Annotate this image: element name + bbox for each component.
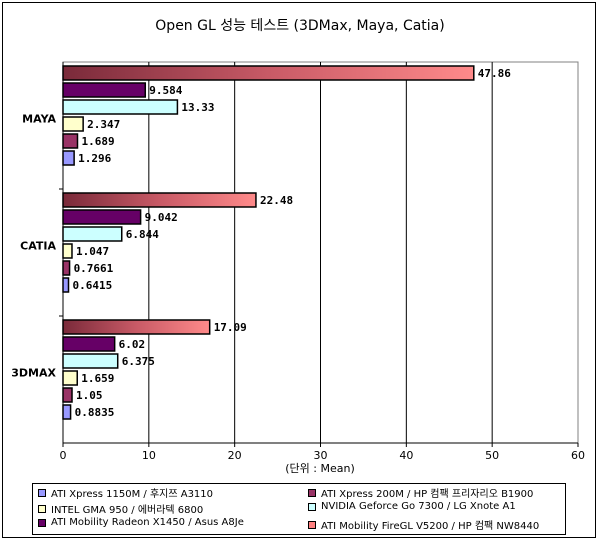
category-labels-layer: MAYA CATIA 3DMAX <box>11 113 56 380</box>
x-tick-label: 40 <box>399 449 413 462</box>
bar-value-label: 1.05 <box>76 389 103 402</box>
x-axis-label: (단위 : Mean) <box>285 462 355 475</box>
value-labels-layer: 47.86 9.584 13.33 2.347 1.689 1.296 22.48 9.042… <box>73 67 512 419</box>
legend-label: ATI Mobility FireGL V5200 / HP 컴팩 NW8440 <box>321 521 540 532</box>
legend-item: ATI Mobility FireGL V5200 / HP 컴팩 NW8440 <box>308 517 539 532</box>
bar <box>62 319 211 335</box>
bar <box>62 336 116 352</box>
legend-label: ATI Xpress 1150M / 후지쯔 A3110 <box>51 489 214 500</box>
bar-value-label: 22.48 <box>260 194 293 207</box>
bar <box>62 243 73 259</box>
bar <box>62 99 179 115</box>
x-tick-label: 10 <box>142 449 156 462</box>
bar <box>62 116 84 132</box>
bar-value-label: 1.047 <box>76 245 109 258</box>
x-tick-label: 60 <box>571 449 585 462</box>
category-label: 3DMAX <box>11 367 56 380</box>
bar <box>62 404 72 420</box>
x-tick-label: 50 <box>485 449 499 462</box>
bar-value-label: 1.689 <box>81 135 114 148</box>
bar <box>62 370 78 386</box>
legend-label: ATI Xpress 200M / HP 컴팩 프리자리오 B1900 <box>321 489 534 500</box>
legend-swatch <box>308 502 316 511</box>
bar-value-label: 2.347 <box>87 118 120 131</box>
legend-swatch <box>308 488 316 497</box>
legend-item: INTEL GMA 950 / 에버라텍 6800 <box>38 501 203 516</box>
legend-item: NVIDIA Geforce Go 7300 / LG Xnote A1 <box>308 501 516 512</box>
bar <box>62 277 70 293</box>
legend-item: ATI Mobility Radeon X1450 / Asus A8Je <box>38 517 244 528</box>
legend-label: ATI Mobility Radeon X1450 / Asus A8Je <box>51 517 244 528</box>
legend-swatch <box>308 520 316 529</box>
bar-value-label: 0.8835 <box>75 406 115 419</box>
legend-item: ATI Xpress 1150M / 후지쯔 A3110 <box>38 485 213 500</box>
bar-value-label: 0.6415 <box>73 279 113 292</box>
bar <box>62 260 71 276</box>
legend-item: ATI Xpress 200M / HP 컴팩 프리자리오 B1900 <box>308 485 533 500</box>
legend-label: NVIDIA Geforce Go 7300 / LG Xnote A1 <box>321 501 516 512</box>
bar-value-label: 6.375 <box>122 355 155 368</box>
bar-value-label: 0.7661 <box>74 262 114 275</box>
bar-value-label: 17.09 <box>214 321 247 334</box>
bar <box>62 353 119 369</box>
chart-title: Open GL 성능 테스트 (3DMax, Maya, Catia) <box>155 18 444 34</box>
x-tick-label: 20 <box>228 449 242 462</box>
legend-swatch <box>38 504 46 513</box>
bars-layer <box>62 65 475 420</box>
bar-value-label: 6.02 <box>119 338 145 351</box>
bar <box>62 192 257 208</box>
bar <box>62 133 79 149</box>
bar-value-label: 1.659 <box>81 372 114 385</box>
x-tick-label: 30 <box>314 449 328 462</box>
bar <box>62 65 475 81</box>
legend-swatch <box>38 518 46 527</box>
bar <box>62 150 75 166</box>
bar-value-label: 1.296 <box>78 152 111 165</box>
bar <box>62 209 142 225</box>
category-label: MAYA <box>22 113 56 126</box>
legend: ATI Xpress 1150M / 후지쯔 A3110 ATI Xpress 2… <box>32 483 566 535</box>
x-tick-label: 0 <box>60 449 67 462</box>
bar <box>62 387 73 403</box>
legend-label: INTEL GMA 950 / 에버라텍 6800 <box>51 505 204 516</box>
legend-swatch <box>38 488 46 497</box>
bar <box>62 226 123 242</box>
x-tick-labels-layer: 0 10 20 30 40 50 60 <box>60 443 585 462</box>
bar <box>62 82 147 98</box>
bar-value-label: 6.844 <box>126 228 159 241</box>
bar-value-label: 47.86 <box>478 67 511 80</box>
bar-value-label: 9.042 <box>145 211 178 224</box>
bar-value-label: 9.584 <box>149 84 182 97</box>
category-label: CATIA <box>20 240 56 253</box>
bar-value-label: 13.33 <box>181 101 214 114</box>
